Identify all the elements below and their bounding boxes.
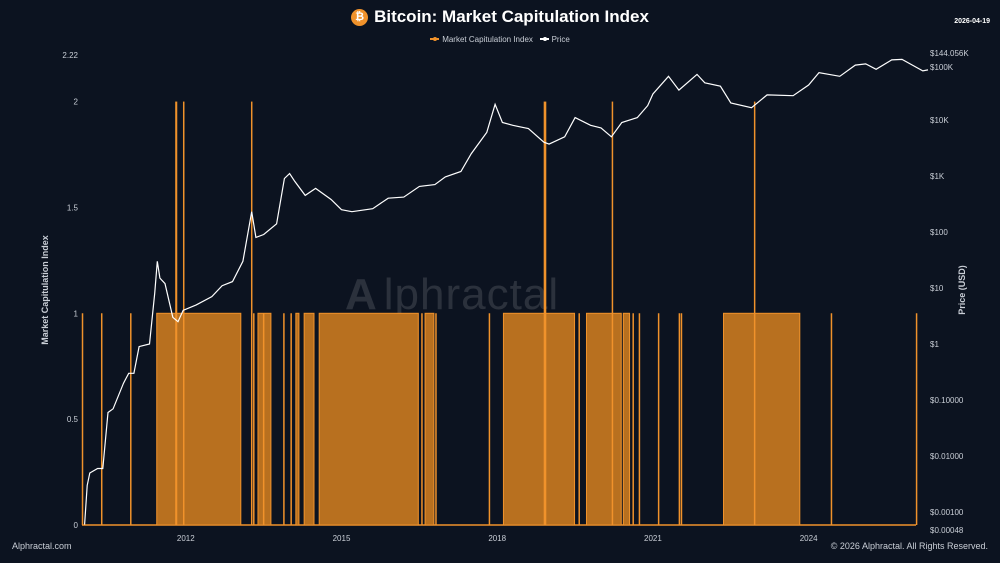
- y2-tick-label: $1K: [930, 172, 945, 181]
- index-block: [295, 312, 300, 526]
- y2-tick-label: $10K: [930, 116, 949, 125]
- x-tick-label: 2024: [800, 534, 818, 543]
- index-spike-2: [182, 101, 185, 526]
- y2-axis-title: Price (USD): [957, 265, 967, 315]
- y2-tick-label: $0.00048: [930, 526, 964, 535]
- x-tick-label: 2015: [333, 534, 351, 543]
- y2-tick-label: $0.01000: [930, 452, 964, 461]
- x-tick-label: 2021: [644, 534, 662, 543]
- index-block: [424, 312, 435, 526]
- legend-item-price[interactable]: Price: [539, 35, 570, 44]
- index-spike-2: [611, 101, 614, 526]
- index-block: [257, 312, 272, 526]
- legend-swatch-price: [539, 36, 549, 41]
- y2-tick-label: $0.00100: [930, 508, 964, 517]
- x-tick-label: 2018: [488, 534, 506, 543]
- index-spike-2: [753, 101, 756, 526]
- legend-swatch-index: [430, 36, 440, 41]
- y2-tick-label: $1: [930, 340, 939, 349]
- legend-label: Price: [551, 35, 570, 44]
- y2-tick-label: $100K: [930, 63, 954, 72]
- footer-copyright: © 2026 Alphractal. All Rights Reserved.: [830, 541, 988, 551]
- y2-tick-label: $144.056K: [930, 49, 969, 58]
- date-label: 2026-04-19: [954, 18, 990, 25]
- x-tick-label: 2012: [177, 534, 195, 543]
- footer-site: Alphractal.com: [12, 541, 72, 551]
- index-block: [303, 312, 315, 526]
- y-axis-title: Market Capitulation Index: [40, 235, 50, 345]
- legend-item-index[interactable]: Market Capitulation Index: [430, 35, 533, 44]
- y-tick-label: 1: [74, 309, 79, 318]
- legend: Market Capitulation Index Price: [0, 35, 1000, 44]
- index-block: [502, 312, 576, 526]
- index-spike-2: [175, 101, 178, 526]
- bitcoin-icon: ₿: [351, 9, 369, 26]
- index-block: [622, 312, 631, 526]
- index-spike-2: [543, 101, 547, 526]
- y2-tick-label: $0.10000: [930, 396, 964, 405]
- index-block: [723, 312, 801, 526]
- y2-tick-label: $100: [930, 228, 948, 237]
- index-block: [585, 312, 622, 526]
- chart-title: ₿ Bitcoin: Market Capitulation Index: [0, 7, 1000, 27]
- y-tick-label: 0.5: [67, 415, 79, 424]
- price-line: [84, 58, 929, 525]
- index-block: [156, 312, 242, 526]
- index-spike-2: [250, 101, 253, 526]
- title-text: Bitcoin: Market Capitulation Index: [374, 7, 649, 26]
- y-tick-label: 0: [74, 521, 79, 530]
- y-tick-label: 2.22: [62, 51, 78, 60]
- y-tick-label: 2: [74, 98, 79, 107]
- legend-label: Market Capitulation Index: [442, 35, 533, 44]
- y2-tick-label: $10: [930, 284, 944, 293]
- y-tick-label: 1.5: [67, 203, 79, 212]
- index-block: [318, 312, 419, 526]
